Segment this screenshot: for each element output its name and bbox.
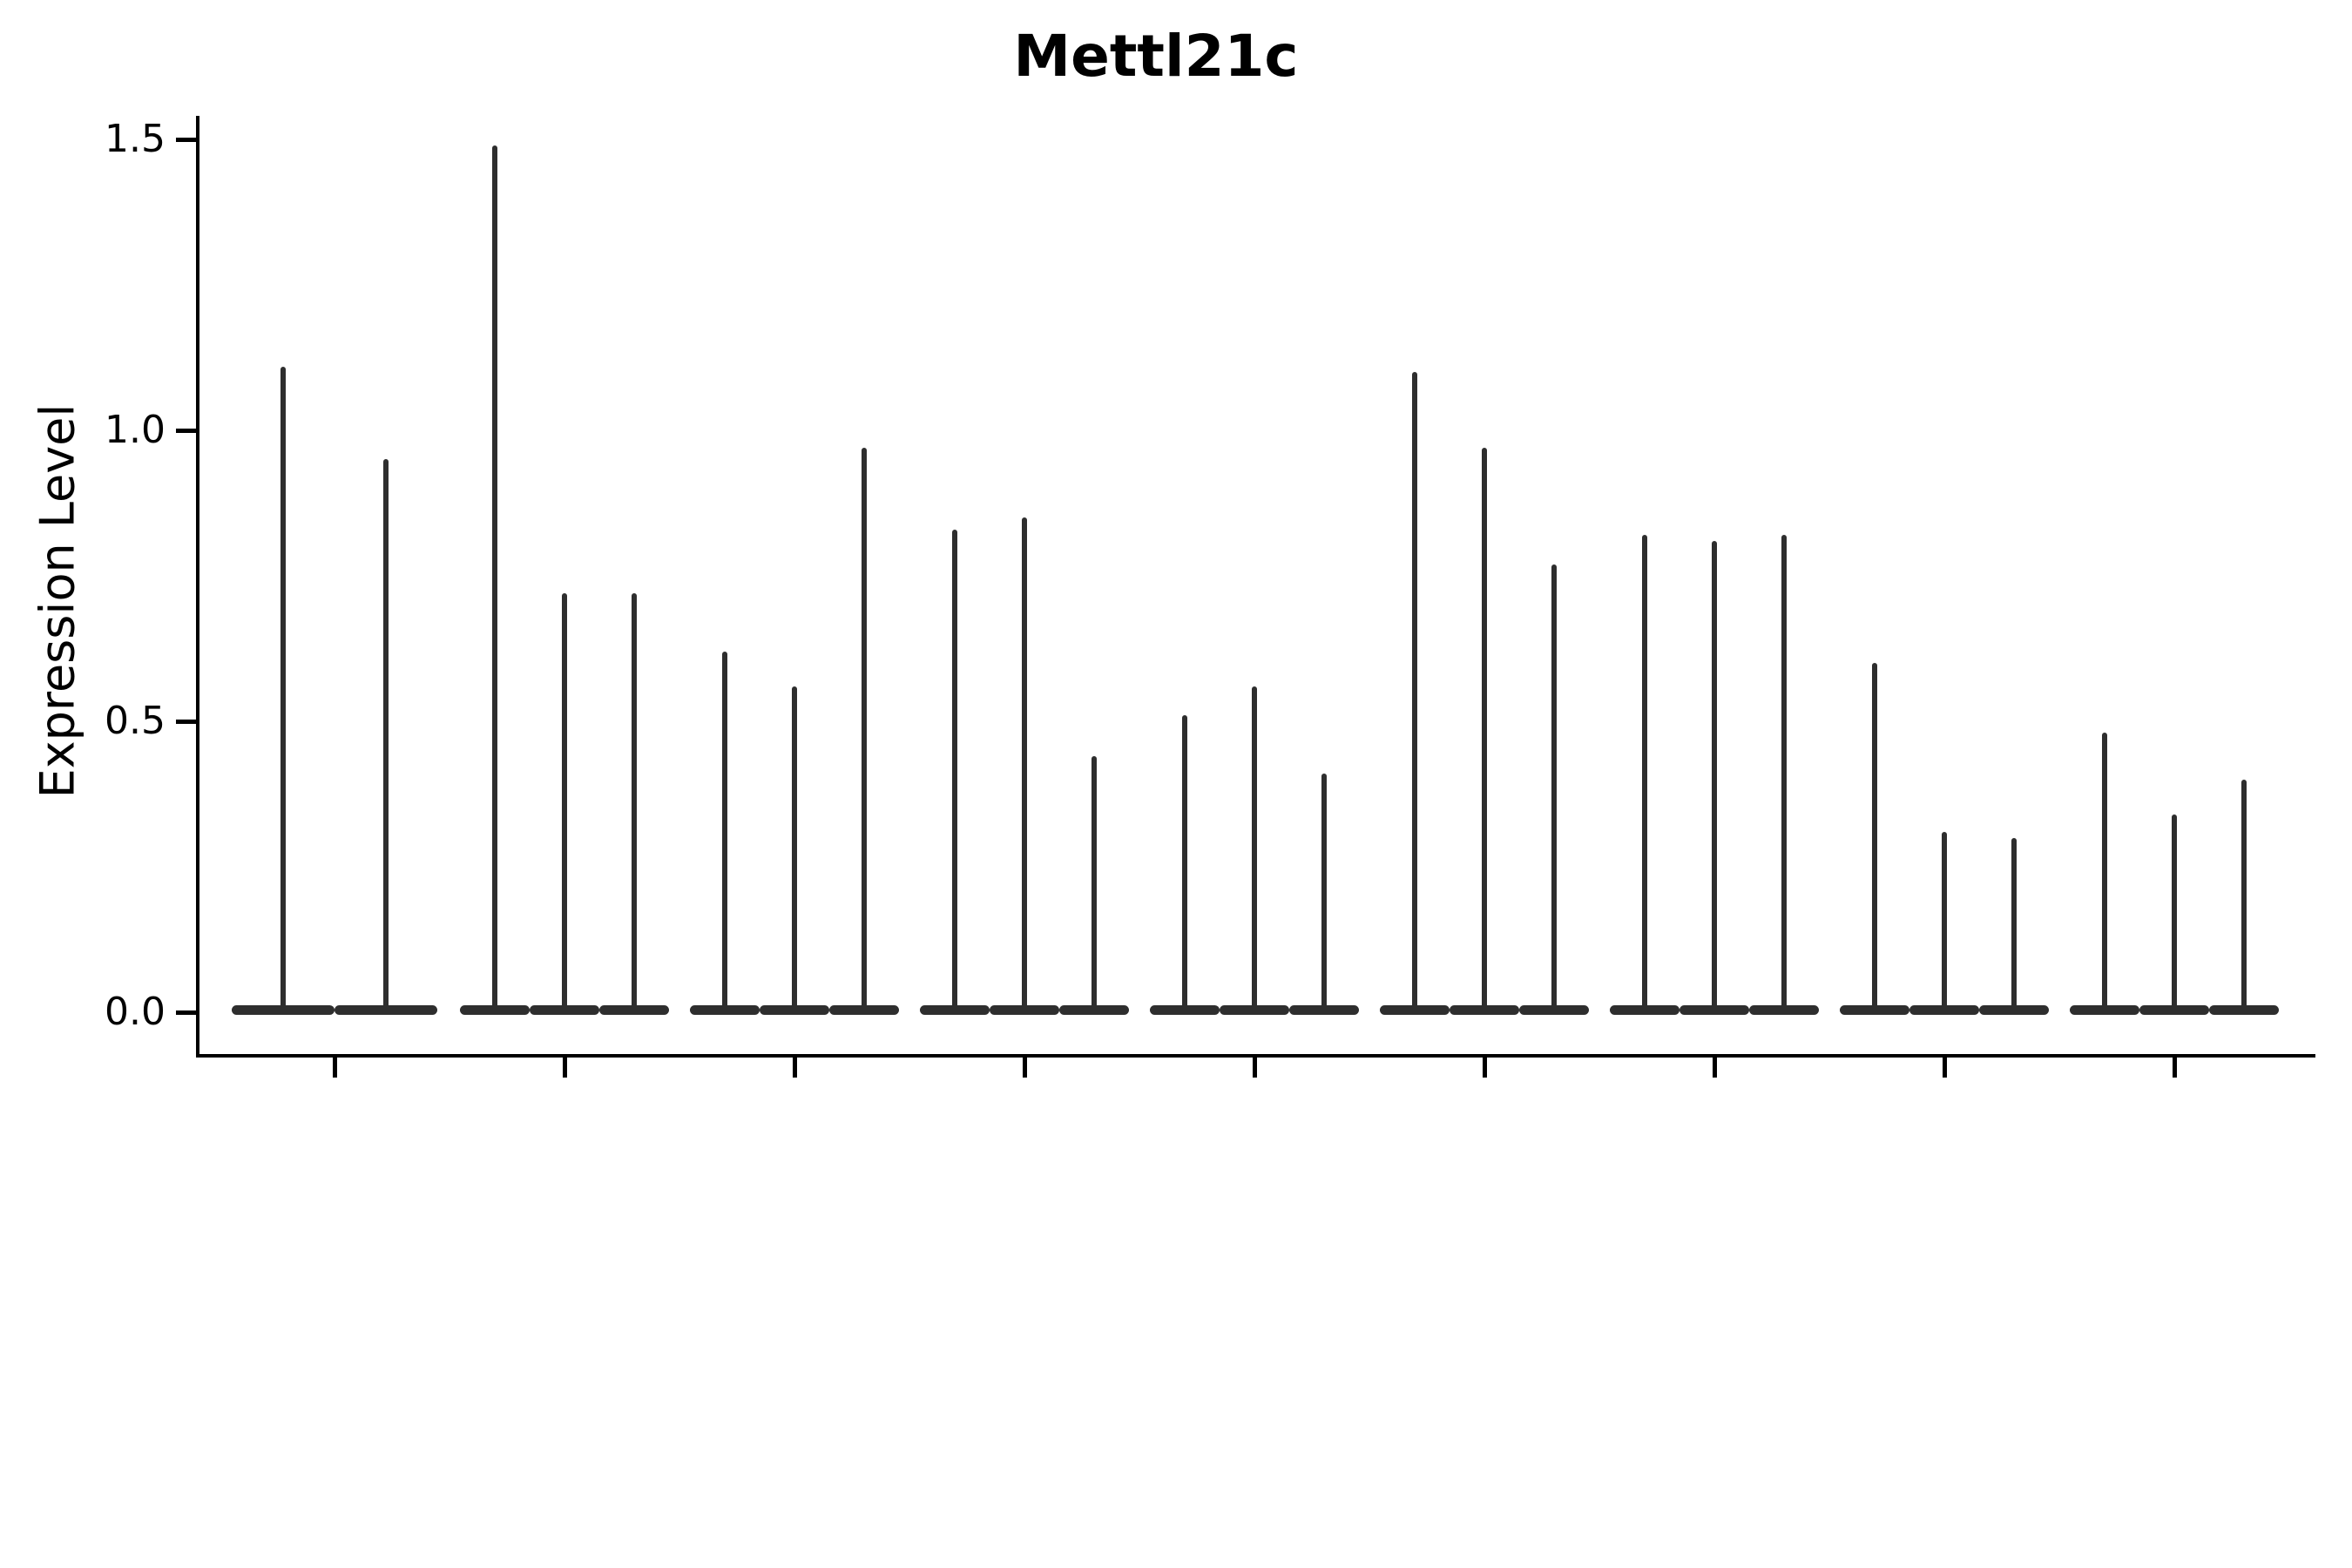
violin-spike xyxy=(383,459,389,1012)
violin-spike xyxy=(1551,564,1557,1012)
x-tick-mark xyxy=(333,1058,337,1078)
y-tick-mark xyxy=(176,1010,196,1015)
y-tick-label: 1.0 xyxy=(105,408,166,452)
violin-spike xyxy=(1642,535,1647,1012)
violin-spike xyxy=(792,686,797,1012)
chart-title: Mettl21c xyxy=(1013,23,1299,90)
y-tick-label: 0.5 xyxy=(105,699,166,743)
violin-spike xyxy=(1482,448,1487,1012)
violin-spike xyxy=(1781,535,1787,1012)
y-tick-label: 0.0 xyxy=(105,990,166,1034)
violin-spike xyxy=(1022,517,1027,1012)
x-tick-mark xyxy=(2173,1058,2177,1078)
y-tick-mark xyxy=(176,429,196,433)
left-spine xyxy=(196,116,199,1058)
violin-spike xyxy=(1092,756,1097,1012)
violin-spike xyxy=(2102,733,2107,1012)
y-tick-mark xyxy=(176,138,196,142)
x-tick-mark xyxy=(1713,1058,1717,1078)
x-tick-mark xyxy=(1253,1058,1257,1078)
violin-spike xyxy=(1412,372,1417,1012)
y-tick-mark xyxy=(176,720,196,724)
violin-spike xyxy=(1182,715,1187,1012)
violin-spike xyxy=(1252,686,1257,1012)
y-tick-label: 1.5 xyxy=(105,117,166,161)
violin-spike xyxy=(492,145,497,1012)
violin-spike xyxy=(952,529,957,1012)
violin-spike xyxy=(2011,837,2017,1012)
violin-spike xyxy=(2241,779,2247,1012)
x-tick-mark xyxy=(1483,1058,1487,1078)
x-tick-mark xyxy=(1943,1058,1947,1078)
violin-spike xyxy=(862,448,867,1012)
violin-spike xyxy=(632,593,637,1012)
violin-spike xyxy=(280,366,286,1012)
x-tick-mark xyxy=(563,1058,567,1078)
violin-spike xyxy=(562,593,567,1012)
violin-spike xyxy=(722,651,727,1012)
violin-spike xyxy=(1712,540,1717,1012)
violin-spike xyxy=(1872,663,1877,1012)
violin-spike xyxy=(1321,774,1327,1012)
x-tick-mark xyxy=(793,1058,797,1078)
violin-spike xyxy=(2172,814,2177,1012)
x-tick-mark xyxy=(1023,1058,1027,1078)
violin-spike xyxy=(1942,831,1947,1012)
bottom-spine xyxy=(196,1054,2315,1058)
